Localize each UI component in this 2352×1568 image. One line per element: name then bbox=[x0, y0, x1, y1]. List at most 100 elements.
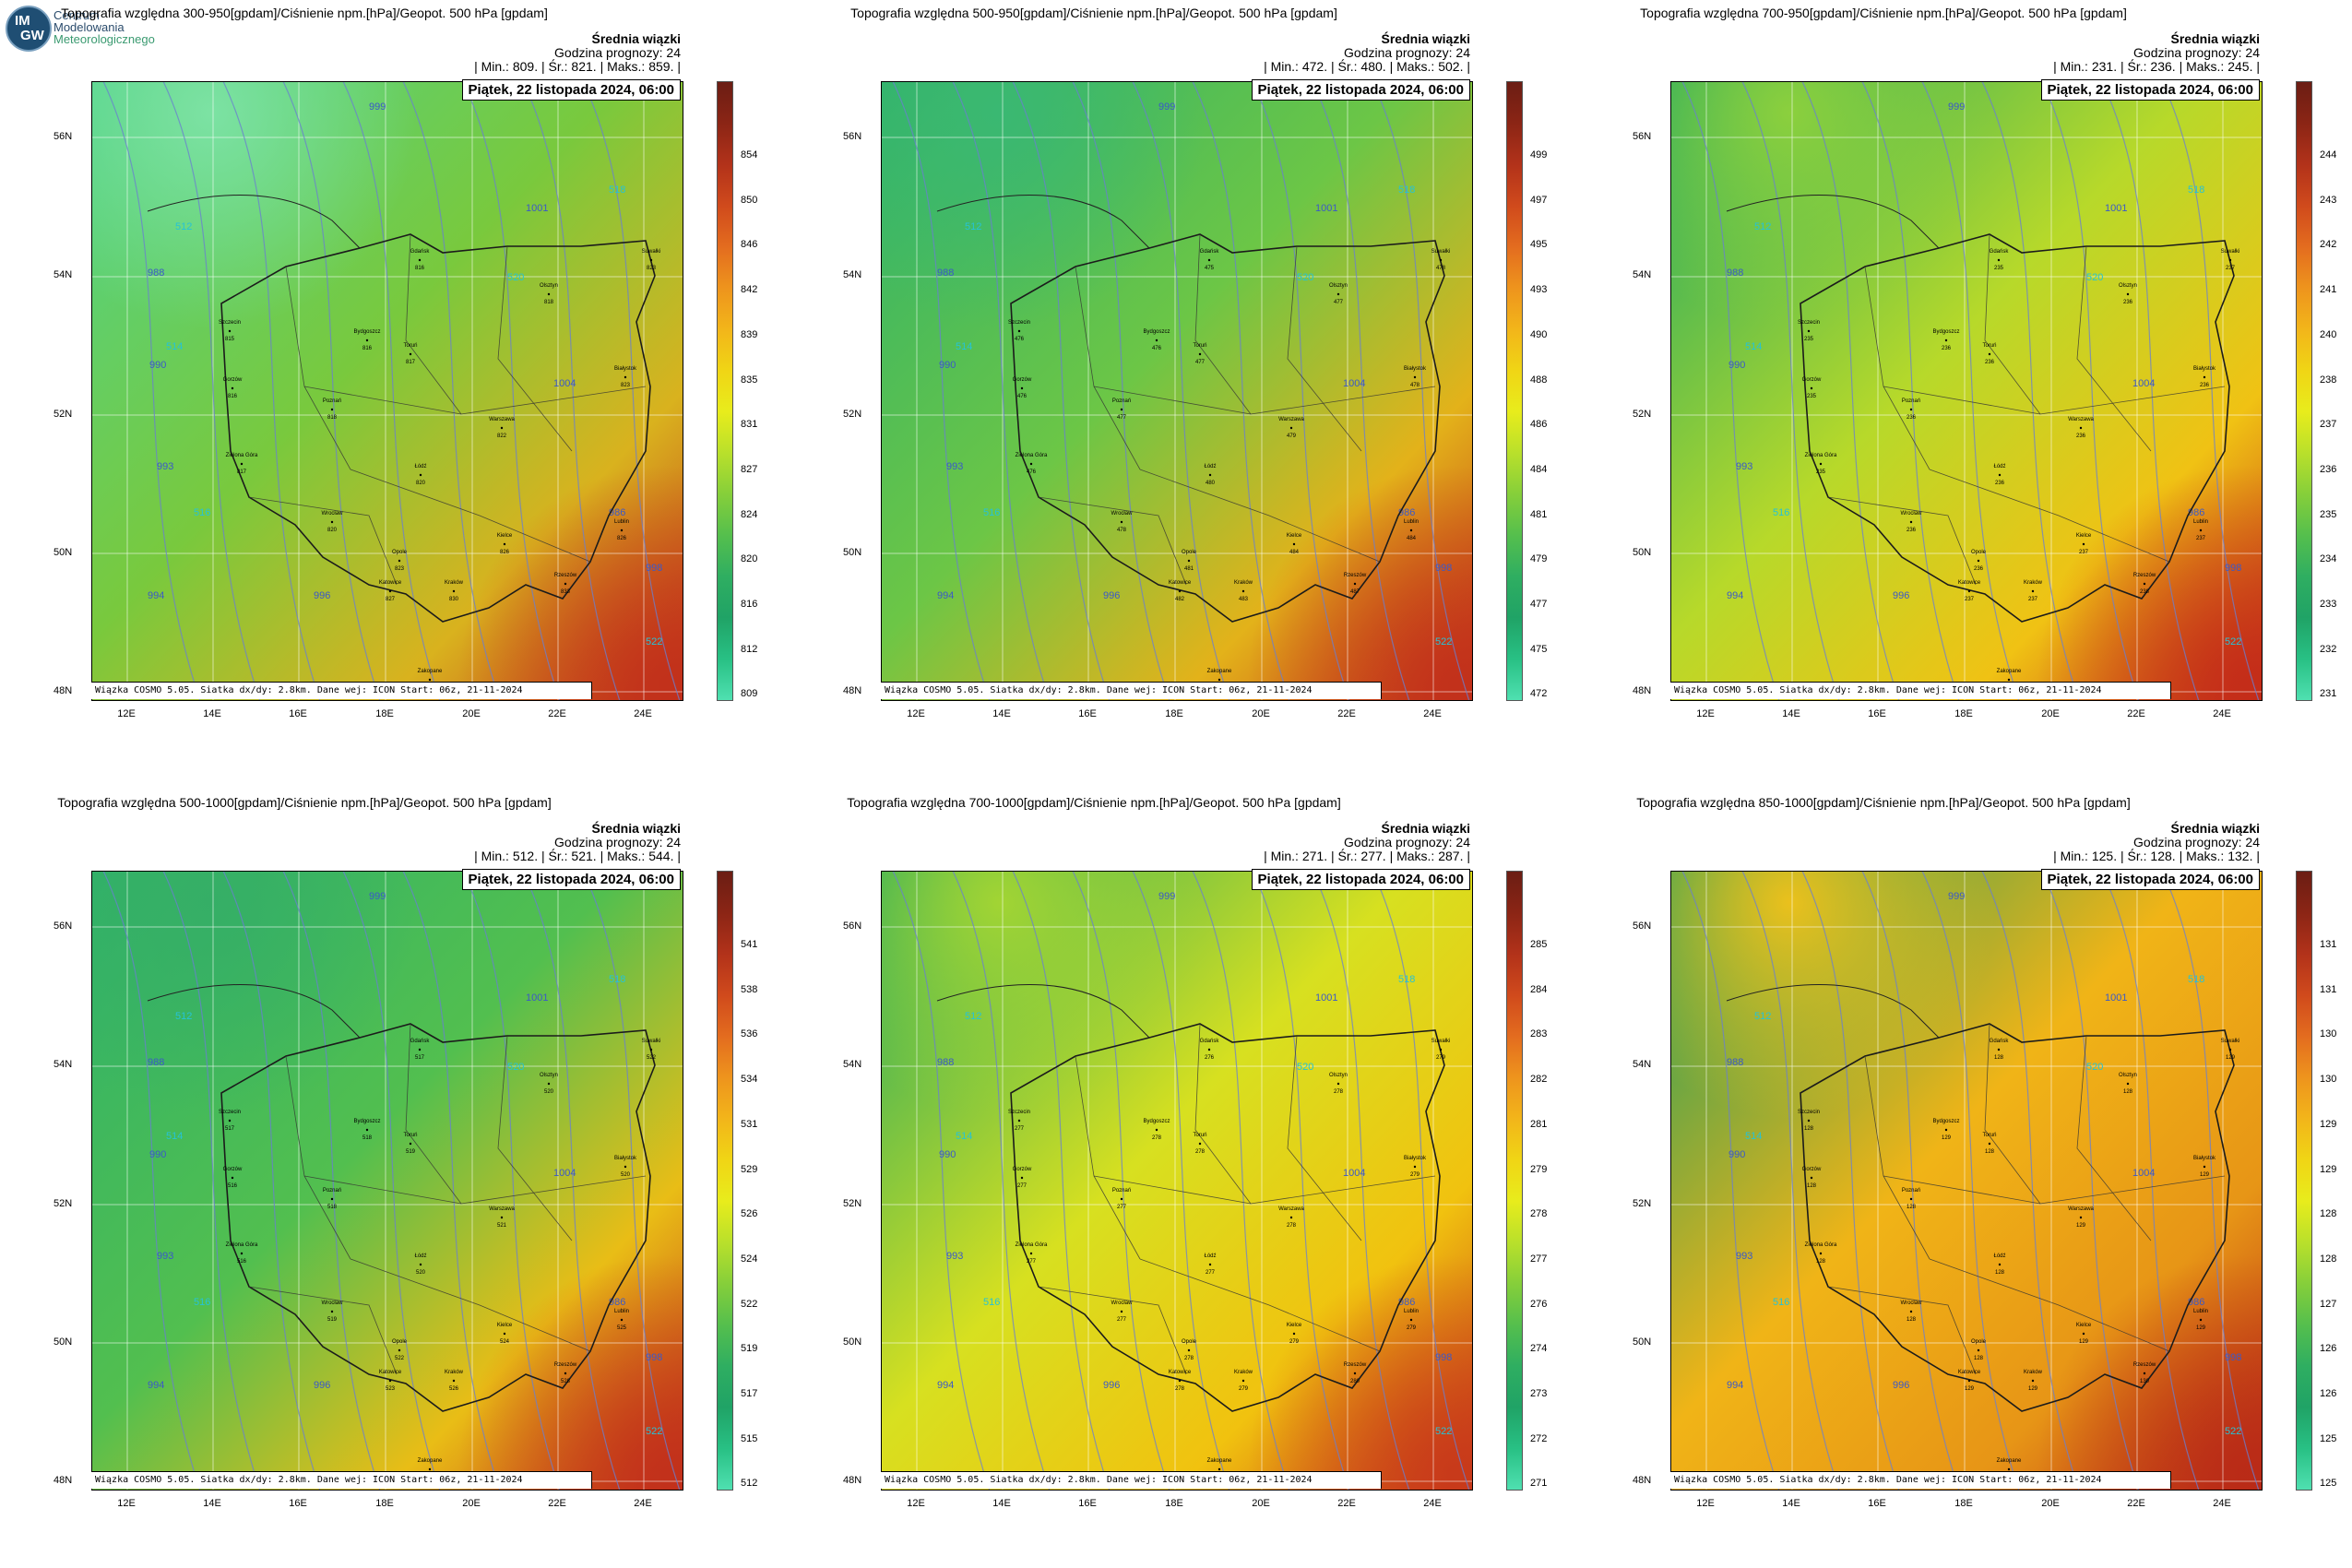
city-dot bbox=[564, 1372, 567, 1375]
colorbar-tick: 231 bbox=[2320, 688, 2337, 700]
longitude-label: 24E bbox=[634, 1498, 652, 1509]
isobar-label: 986 bbox=[2188, 507, 2204, 518]
city-marker: Białystok 236 bbox=[2193, 366, 2216, 388]
city-marker: Szczecin 277 bbox=[1008, 1110, 1030, 1132]
geopotential-label: 518 bbox=[1398, 184, 1415, 196]
region-borders bbox=[1038, 233, 1436, 586]
city-name: Wrocław bbox=[1111, 511, 1134, 517]
city-marker: Opole 823 bbox=[392, 550, 408, 572]
city-value: 524 bbox=[500, 1339, 510, 1345]
city-marker: Wrocław 519 bbox=[322, 1301, 344, 1323]
city-name: Lublin bbox=[1404, 519, 1419, 525]
city-marker: Suwałki 478 bbox=[1431, 249, 1451, 271]
isobar-lines bbox=[1681, 872, 2260, 1490]
panel-title: Topografia względna 700-950[gpdam]/Ciśni… bbox=[1640, 6, 2127, 20]
city-dot bbox=[2199, 1318, 2203, 1322]
warm-region bbox=[1671, 82, 2262, 700]
city-dot bbox=[1289, 426, 1293, 430]
city-marker: Opole 522 bbox=[392, 1339, 408, 1361]
city-name: Katowice bbox=[379, 1370, 402, 1375]
city-value: 129 bbox=[2076, 1223, 2086, 1229]
colorbar-tick: 285 bbox=[1530, 939, 1548, 950]
panel-title: Topografia względna 850-1000[gpdam]/Ciśn… bbox=[1636, 795, 2131, 810]
average-label: Średnia wiązki bbox=[2170, 821, 2260, 836]
city-value: 823 bbox=[647, 266, 657, 271]
city-dot bbox=[398, 1348, 401, 1352]
isobar-label: 998 bbox=[2225, 563, 2241, 574]
city-dot bbox=[330, 1310, 334, 1313]
coastline bbox=[1726, 195, 1940, 249]
isobar-lines bbox=[892, 82, 1470, 700]
city-value: 236 bbox=[1907, 415, 1917, 421]
city-marker: Lublin 826 bbox=[614, 519, 629, 541]
city-name: Gorzów bbox=[223, 377, 243, 383]
city-name: Kielce bbox=[1287, 533, 1302, 539]
city-dot bbox=[2031, 1379, 2035, 1383]
city-name: Łódź bbox=[414, 1253, 426, 1259]
city-value: 278 bbox=[1287, 1223, 1297, 1229]
city-value: 518 bbox=[362, 1135, 373, 1141]
country-border bbox=[1800, 1023, 2235, 1412]
geopotential-label: 514 bbox=[956, 1131, 972, 1142]
city-marker: Szczecin 235 bbox=[1798, 320, 1820, 342]
city-marker: Suwałki 522 bbox=[642, 1039, 661, 1061]
latitude-label: 56N bbox=[1633, 131, 1652, 142]
city-dot bbox=[365, 339, 369, 342]
average-label: Średnia wiązki bbox=[591, 821, 681, 836]
stat-min: 512. bbox=[512, 849, 539, 863]
geopotential-label: 512 bbox=[175, 221, 192, 232]
city-name: Toruń bbox=[1193, 1133, 1206, 1138]
stats-line: | Min.: 809. | Śr.: 821. | Maks.: 859. | bbox=[474, 59, 681, 74]
isobar-label: 1004 bbox=[2132, 1168, 2155, 1179]
city-dot bbox=[418, 1048, 422, 1051]
city-name: Warszawa bbox=[1278, 1206, 1304, 1212]
city-value: 818 bbox=[327, 415, 338, 421]
isobar-label: 986 bbox=[1398, 507, 1415, 518]
region-borders bbox=[248, 233, 647, 586]
city-name: Zakopane bbox=[1207, 669, 1232, 674]
city-value: 520 bbox=[621, 1172, 631, 1178]
city-value: 235 bbox=[1994, 266, 2004, 271]
stat-avg-label: | Śr.: bbox=[1330, 59, 1358, 74]
city-value: 130 bbox=[2140, 1379, 2150, 1384]
colorbar-tick: 125 bbox=[2320, 1432, 2337, 1444]
isobar-label: 986 bbox=[609, 1297, 625, 1308]
country-border bbox=[1010, 233, 1445, 623]
colorbar-tick: 235 bbox=[2320, 508, 2337, 520]
colorbar-tick: 131 bbox=[2320, 983, 2337, 995]
geopotential-label: 518 bbox=[609, 974, 625, 985]
stat-min: 809. bbox=[512, 59, 539, 74]
city-marker: Lublin 237 bbox=[2193, 519, 2208, 541]
colorbar-tick: 129 bbox=[2320, 1163, 2337, 1175]
latitude-label: 48N bbox=[1633, 685, 1652, 696]
colorbar-tick: 284 bbox=[1530, 983, 1548, 995]
longitude-label: 12E bbox=[907, 708, 925, 719]
city-value: 278 bbox=[1175, 1386, 1185, 1392]
city-dot bbox=[1967, 589, 1971, 593]
isobar-label: 994 bbox=[148, 590, 164, 601]
isobar-label: 1004 bbox=[1343, 378, 1365, 389]
colorbar-tick: 279 bbox=[1530, 1163, 1548, 1175]
stats-line: | Min.: 125. | Śr.: 128. | Maks.: 132. | bbox=[2053, 849, 2260, 863]
latitude-label: 56N bbox=[53, 131, 73, 142]
city-value: 478 bbox=[1436, 266, 1446, 271]
city-value: 128 bbox=[1974, 1356, 1984, 1361]
logo-line1: Centrum bbox=[53, 8, 100, 22]
city-value: 235 bbox=[1807, 394, 1817, 399]
isobar-label: 988 bbox=[148, 1057, 164, 1068]
isobar-label: 1004 bbox=[1343, 1168, 1365, 1179]
city-name: Zakopane bbox=[1997, 669, 2022, 674]
city-marker: Łódź 277 bbox=[1204, 1253, 1216, 1276]
city-dot bbox=[365, 1128, 369, 1132]
city-name: Kraków bbox=[445, 1370, 464, 1375]
colorbar-tick: 278 bbox=[1530, 1208, 1548, 1220]
colorbar-tick: 481 bbox=[1530, 508, 1548, 520]
city-value: 279 bbox=[1407, 1325, 1417, 1331]
city-marker: Gorzów 476 bbox=[1013, 377, 1032, 399]
city-marker: Wrocław 820 bbox=[322, 511, 344, 533]
city-marker: Rzeszów 130 bbox=[2133, 1362, 2156, 1384]
city-value: 483 bbox=[1239, 597, 1249, 602]
city-value: 236 bbox=[1907, 528, 1917, 533]
isobar-label: 1001 bbox=[1315, 203, 1337, 214]
